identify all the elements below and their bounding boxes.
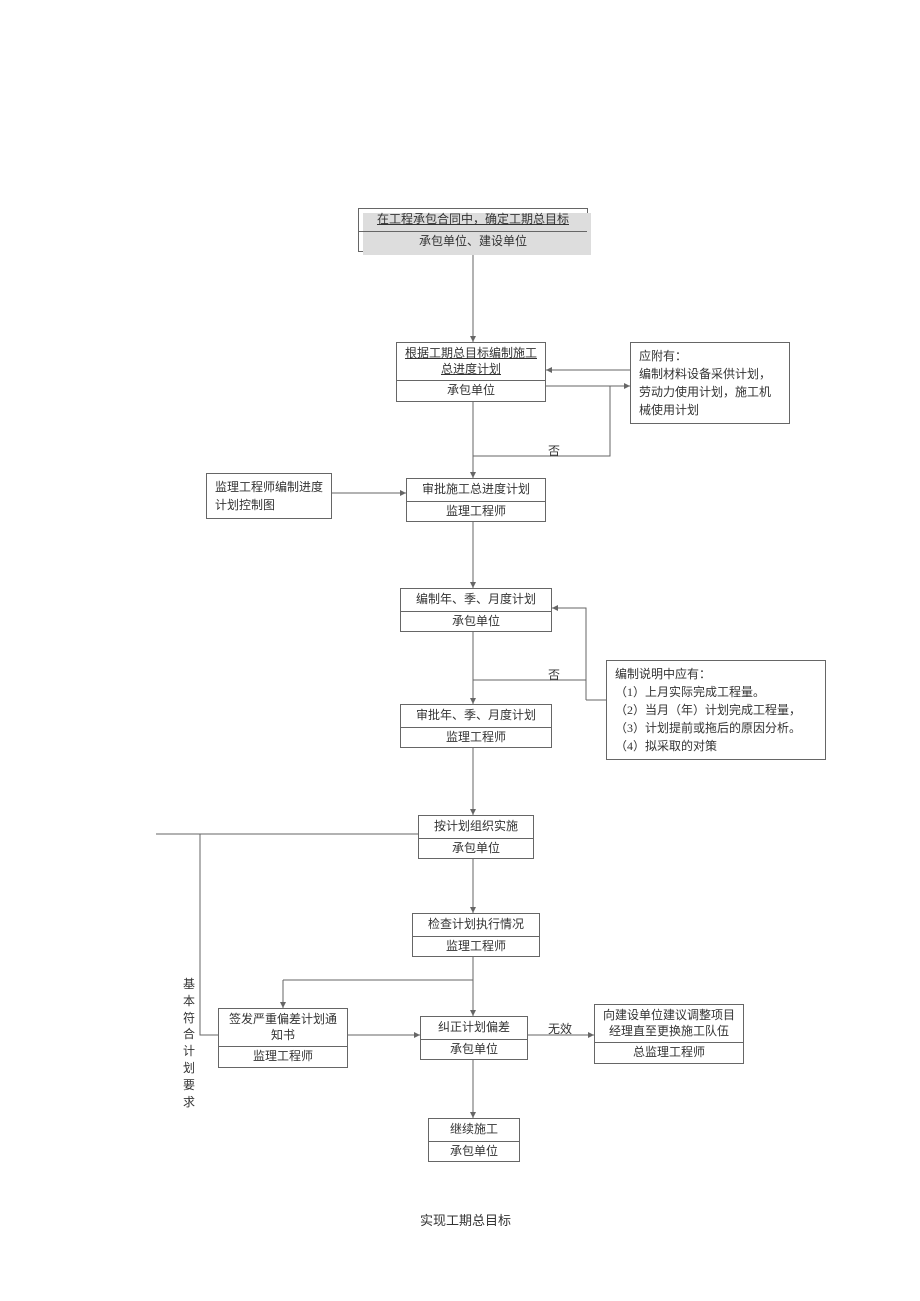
node-actor: 承包单位 (419, 839, 533, 859)
node-title: 编制年、季、月度计划 (401, 589, 551, 612)
node-actor: 监理工程师 (401, 728, 551, 748)
note-line: （4）拟采取的对策 (615, 737, 817, 755)
note-line: （3）计划提前或拖后的原因分析。 (615, 719, 817, 737)
node-approve-period-plan: 审批年、季、月度计划 监理工程师 (400, 704, 552, 748)
node-actor: 监理工程师 (407, 502, 545, 522)
node-actor: 监理工程师 (413, 937, 539, 957)
note-line: （2）当月（年）计划完成工程量， (615, 701, 817, 719)
node-actor: 监理工程师 (219, 1047, 347, 1067)
node-title: 审批施工总进度计划 (407, 479, 545, 502)
node-title: 按计划组织实施 (419, 816, 533, 839)
node-actor: 承包单位 (401, 612, 551, 632)
label-meets-plan-vertical: 基本符合计划要求 (182, 976, 196, 1110)
node-approve-master-schedule: 审批施工总进度计划 监理工程师 (406, 478, 546, 522)
note-line: 应附有： (639, 347, 781, 365)
node-contract-goal: 在工程承包合同中，确定工期总目标 承包单位、建设单位 (358, 208, 588, 252)
bottom-caption: 实现工期总目标 (420, 1210, 511, 1229)
node-title: 纠正计划偏差 (421, 1017, 527, 1040)
node-title: 签发严重偏差计划通知书 (219, 1009, 347, 1047)
node-title: 在工程承包合同中，确定工期总目标 (359, 209, 587, 232)
note-line: 编制说明中应有： (615, 665, 817, 683)
node-actor: 承包单位 (397, 381, 545, 401)
node-issue-deviation-notice: 签发严重偏差计划通知书 监理工程师 (218, 1008, 348, 1068)
node-title: 向建设单位建议调整项目经理直至更换施工队伍 (595, 1005, 743, 1043)
node-title: 审批年、季、月度计划 (401, 705, 551, 728)
node-title: 根据工期总目标编制施工总进度计划 (397, 343, 545, 381)
node-actor: 承包单位 (421, 1040, 527, 1060)
node-suggest-replace-team: 向建设单位建议调整项目经理直至更换施工队伍 总监理工程师 (594, 1004, 744, 1064)
node-actor: 承包单位 (429, 1142, 519, 1162)
node-title: 检查计划执行情况 (413, 914, 539, 937)
label-no-2: 否 (548, 666, 560, 683)
node-compile-period-plan: 编制年、季、月度计划 承包单位 (400, 588, 552, 632)
node-actor: 总监理工程师 (595, 1043, 743, 1063)
node-correct-deviation: 纠正计划偏差 承包单位 (420, 1016, 528, 1060)
label-invalid: 无效 (548, 1020, 572, 1037)
node-actor: 承包单位、建设单位 (359, 232, 587, 252)
node-compile-master-schedule: 根据工期总目标编制施工总进度计划 承包单位 (396, 342, 546, 402)
label-no-1: 否 (548, 442, 560, 459)
node-check-execution: 检查计划执行情况 监理工程师 (412, 913, 540, 957)
edges-layer (0, 0, 920, 1301)
node-title: 继续施工 (429, 1119, 519, 1142)
note-line: 编制材料设备采供计划，劳动力使用计划，施工机械使用计划 (639, 365, 781, 419)
flowchart-canvas: 在工程承包合同中，确定工期总目标 承包单位、建设单位 根据工期总目标编制施工总进… (0, 0, 920, 1301)
note-line: （1）上月实际完成工程量。 (615, 683, 817, 701)
note-attachments: 应附有： 编制材料设备采供计划，劳动力使用计划，施工机械使用计划 (630, 342, 790, 424)
node-execute-plan: 按计划组织实施 承包单位 (418, 815, 534, 859)
note-supervisor-control-chart: 监理工程师编制进度计划控制图 (206, 473, 332, 519)
node-continue-construction: 继续施工 承包单位 (428, 1118, 520, 1162)
note-line: 监理工程师编制进度计划控制图 (215, 478, 323, 514)
note-compilation-instructions: 编制说明中应有： （1）上月实际完成工程量。 （2）当月（年）计划完成工程量， … (606, 660, 826, 760)
